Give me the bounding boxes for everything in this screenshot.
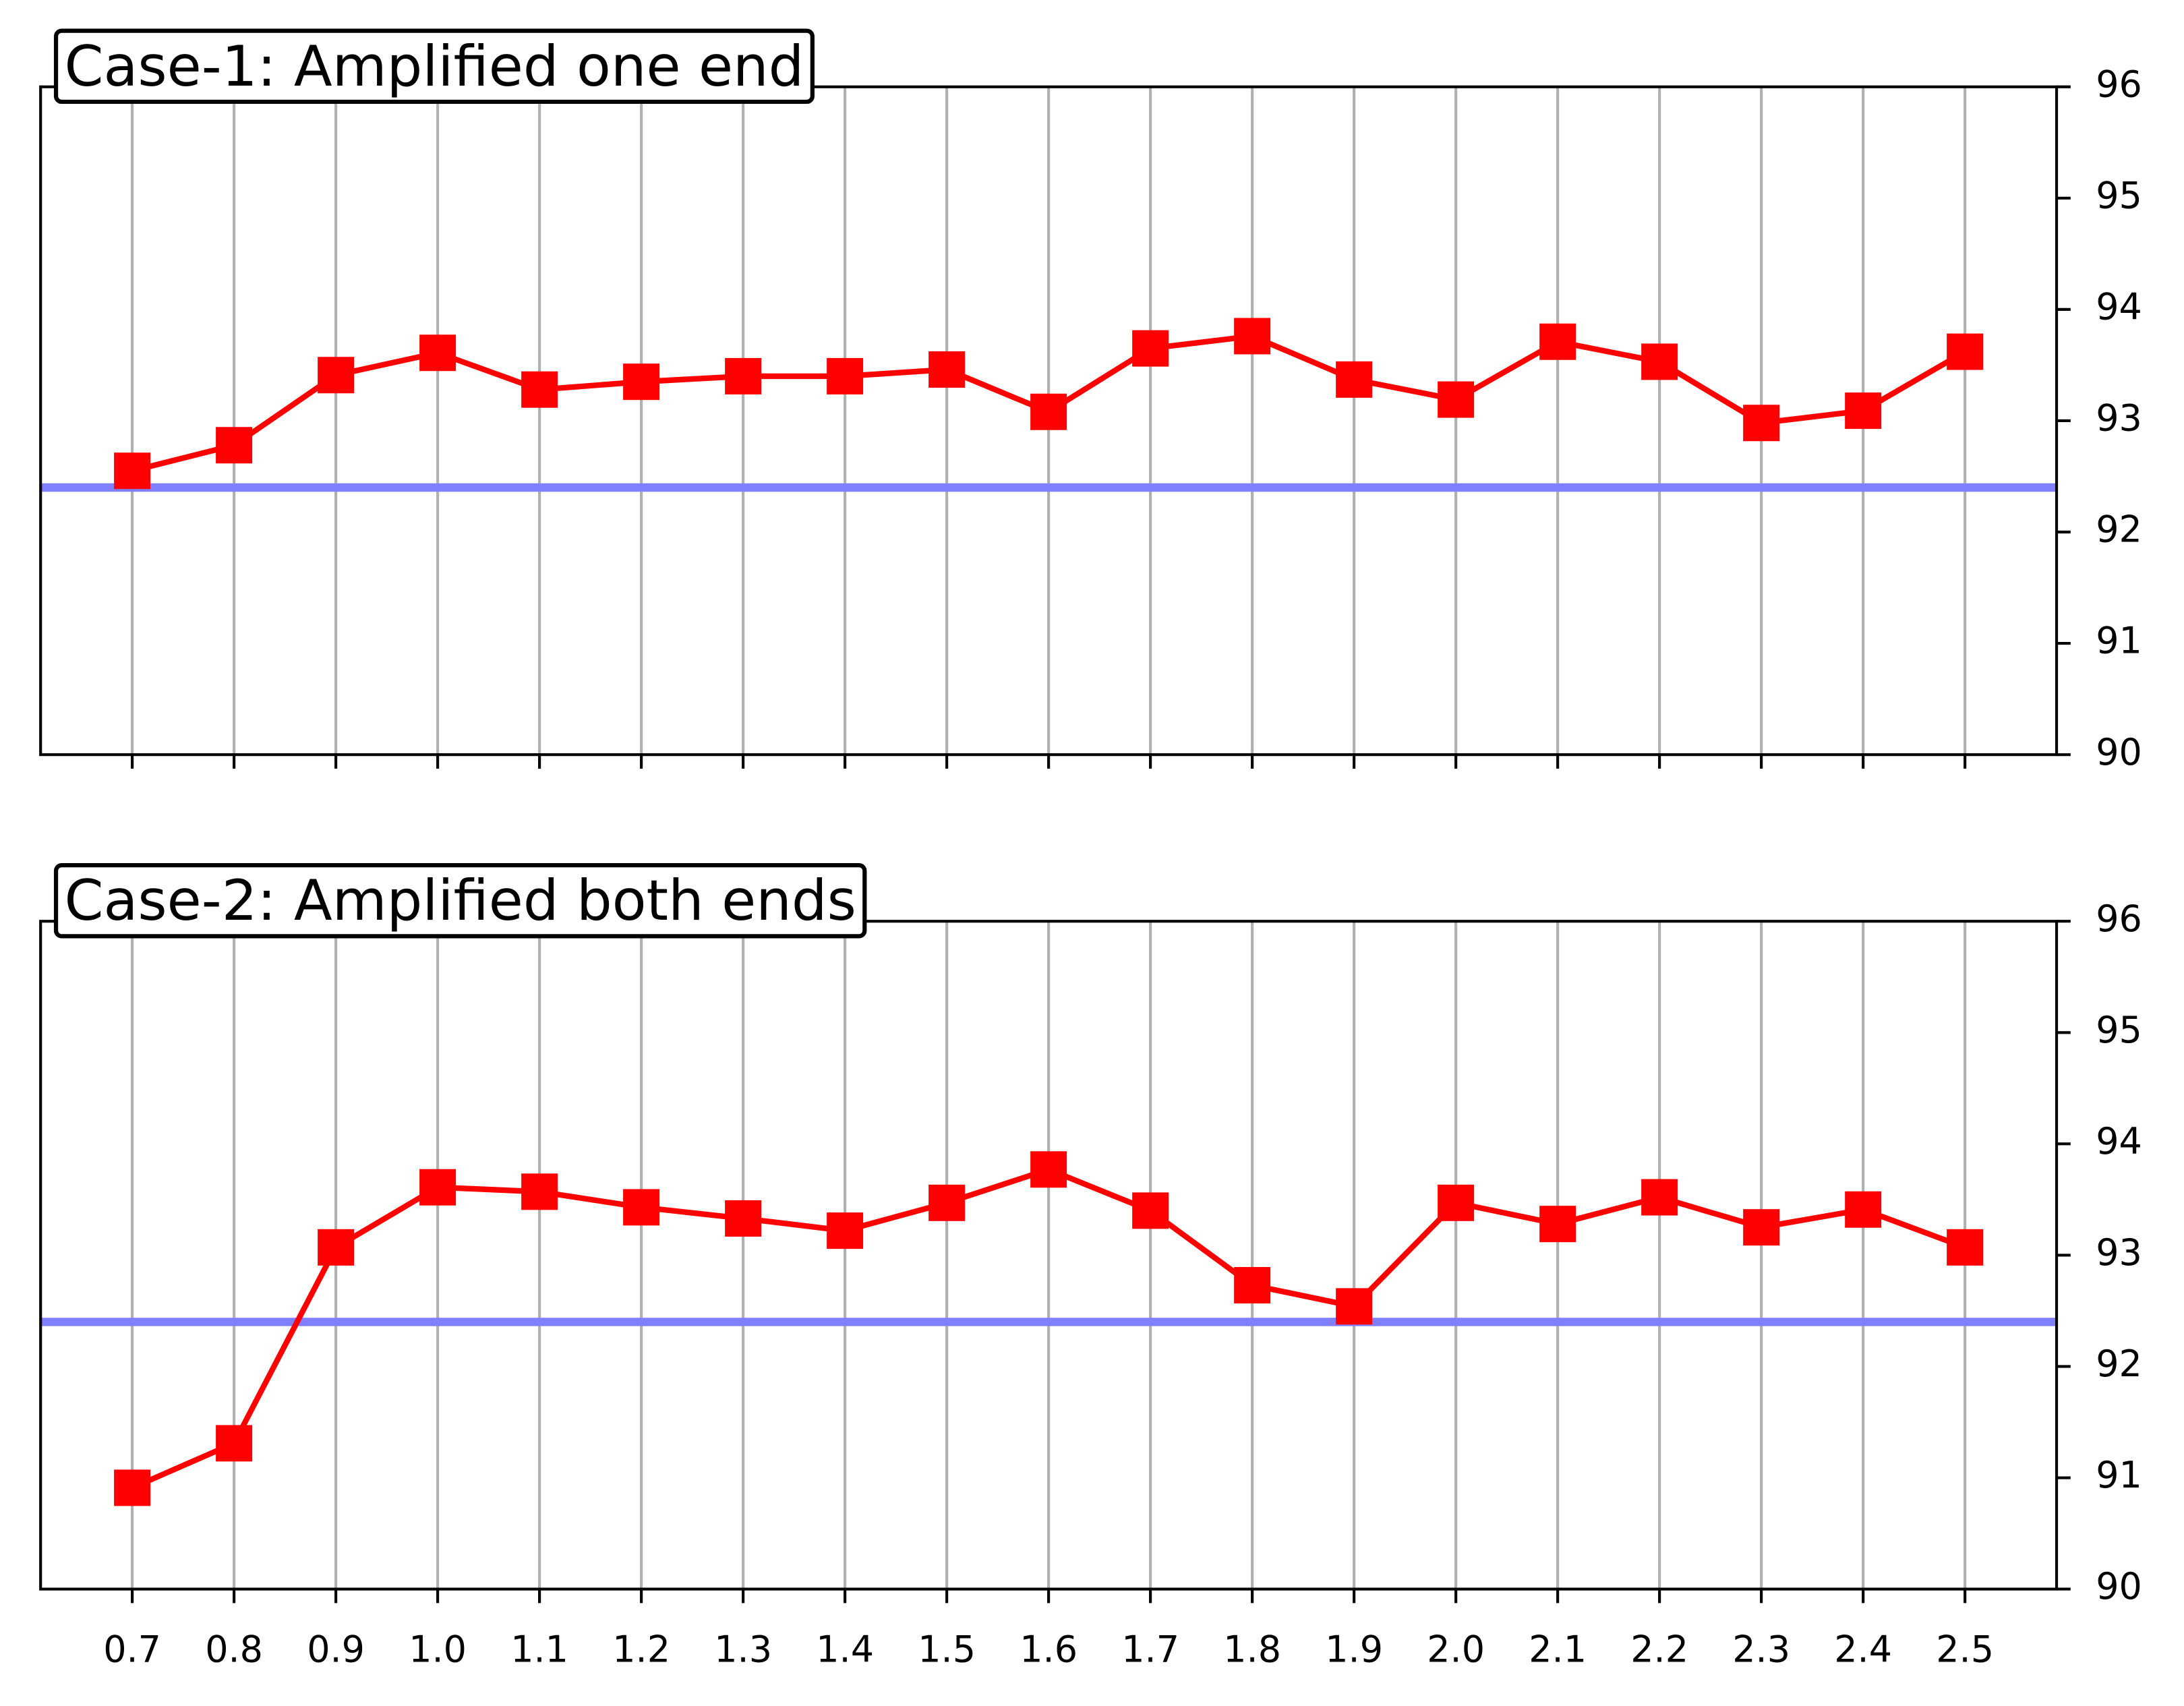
x-tick-label: 1.9 [1325,1628,1383,1671]
point-marker [1336,361,1373,398]
y-tick-label: 95 [2096,174,2142,216]
x-tick-label: 1.4 [816,1628,874,1671]
x-tick-label: 1.8 [1223,1628,1281,1671]
point-marker [1438,381,1475,418]
point-marker [1234,1266,1271,1303]
x-tick-label: 1.7 [1121,1628,1179,1671]
point-marker [1030,1151,1067,1188]
title-box: Case-2: Amplified both ends [53,862,867,939]
point-marker [1641,343,1678,380]
point-marker [521,1173,558,1210]
point-marker [725,1200,762,1237]
point-marker [725,357,762,394]
point-marker [1132,1192,1169,1229]
point-marker [114,1469,151,1506]
y-tick-label: 91 [2096,1454,2142,1496]
point-marker [928,1184,966,1221]
chart-title: Case-1: Amplified one end [65,34,804,99]
point-marker [318,1229,355,1266]
point-marker [216,1425,253,1462]
title-frame [53,28,815,105]
point-marker [1641,1179,1678,1216]
point-marker [1539,323,1576,360]
point-marker [318,357,355,394]
x-tick-label: 0.7 [103,1628,161,1671]
x-tick-label: 2.1 [1529,1628,1587,1671]
point-marker [521,371,558,408]
point-marker [827,357,864,394]
point-marker [114,452,151,490]
point-marker [419,334,456,372]
y-tick-label: 90 [2096,1565,2142,1608]
point-marker [1336,1288,1373,1325]
y-tick-label: 94 [2096,1120,2142,1163]
point-marker [1845,1191,1882,1228]
point-marker [1438,1184,1475,1221]
chart-title: Case-2: Amplified both ends [65,868,856,933]
y-tick-label: 92 [2096,508,2142,551]
x-tick-label: 0.8 [205,1628,263,1671]
point-marker [1743,405,1780,442]
point-marker [419,1169,456,1206]
point-marker [1132,330,1169,367]
x-tick-label: 1.1 [510,1628,568,1671]
x-tick-label: 1.3 [714,1628,772,1671]
x-tick-label: 0.9 [307,1628,365,1671]
y-tick-label: 94 [2096,286,2142,328]
y-tick-label: 92 [2096,1343,2142,1385]
point-marker [827,1212,864,1249]
point-marker [928,351,966,388]
x-tick-label: 1.6 [1020,1628,1078,1671]
x-tick-label: 2.5 [1936,1628,1994,1671]
point-marker [1030,393,1067,430]
y-tick-label: 91 [2096,620,2142,662]
point-marker [1234,318,1271,355]
x-tick-label: 2.2 [1630,1628,1688,1671]
y-tick-label: 93 [2096,397,2142,440]
point-marker [216,427,253,464]
point-marker [1743,1209,1780,1246]
point-marker [1947,1229,1984,1266]
x-tick-label: 2.4 [1834,1628,1892,1671]
y-tick-label: 90 [2096,731,2142,773]
y-tick-label: 93 [2096,1231,2142,1274]
axes-frame [39,920,2059,1591]
x-tick-label: 2.3 [1732,1628,1790,1671]
x-tick-label: 2.0 [1427,1628,1485,1671]
title-box: Case-1: Amplified one end [53,28,815,105]
y-tick-label: 95 [2096,1009,2142,1051]
point-marker [1845,392,1882,430]
point-marker [623,363,660,401]
point-marker [1947,333,1984,370]
point-marker [623,1189,660,1226]
y-tick-label: 96 [2096,898,2142,940]
y-tick-label: 96 [2096,63,2142,105]
x-tick-label: 1.2 [612,1628,670,1671]
x-tick-label: 1.0 [409,1628,467,1671]
point-marker [1539,1206,1576,1243]
title-frame [53,862,867,939]
x-tick-label: 1.5 [918,1628,976,1671]
axes-frame [39,85,2059,757]
